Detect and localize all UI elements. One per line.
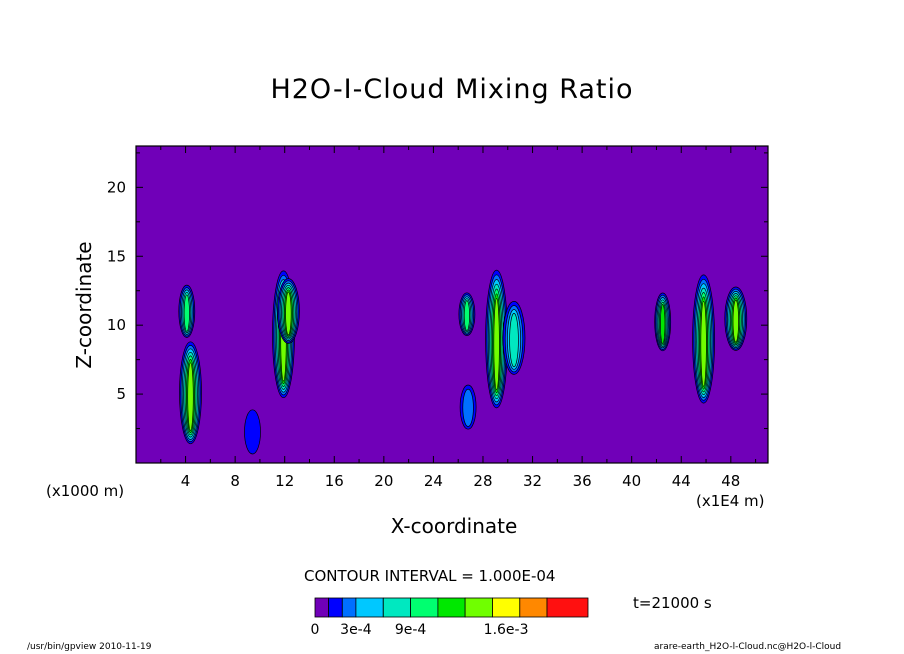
- contour-level-7: [732, 299, 739, 343]
- footer-source-file: arare-earth_H2O-l-Cloud.nc@H2O-l-Cloud: [654, 642, 842, 652]
- cloud-cell-5: [277, 278, 300, 344]
- x-axis-label-text: X-coordinate: [390, 514, 518, 538]
- colorbar-swatch: [328, 597, 343, 618]
- y-tick-label: 20: [107, 178, 126, 196]
- colorbar-label: 0: [311, 622, 320, 638]
- contour-level-5: [463, 300, 470, 331]
- contour-level-4: [509, 313, 519, 368]
- contour-interval-text: CONTOUR INTERVAL = 1.000E-04: [304, 567, 556, 585]
- contour-level-6: [660, 304, 666, 344]
- contour-level-7: [493, 298, 500, 391]
- colorbar-legend: 0 3e-4 9e-4 1.6e-3: [311, 597, 589, 638]
- cloud-cell-2: [179, 341, 202, 445]
- cloud-cell-10: [654, 292, 672, 352]
- colorbar-swatch: [355, 597, 384, 618]
- x-tick-label: 20: [374, 472, 393, 490]
- colorbar-label: 9e-4: [395, 622, 427, 638]
- cloud-cell-3: [244, 409, 261, 455]
- x-tick-label: 28: [473, 472, 492, 490]
- contour-level-5: [183, 294, 190, 332]
- x-tick-label: 48: [721, 472, 740, 490]
- colorbar-swatch: [382, 597, 411, 618]
- colorbar-swatch: [519, 597, 548, 618]
- cloud-cell-6: [459, 384, 477, 430]
- x-tick-label: 44: [672, 472, 691, 490]
- colorbar-swatch: [410, 597, 439, 618]
- y-tick-label: 10: [107, 316, 126, 334]
- chart-title: H2O-I-Cloud Mixing Ratio: [270, 74, 634, 105]
- cloud-cell-8: [485, 269, 508, 409]
- plot-background: [136, 146, 768, 463]
- x-tick-label: 40: [622, 472, 641, 490]
- x-axis-label: X-coordinate: [0, 514, 904, 538]
- x-tick-label: 24: [424, 472, 443, 490]
- colorbar-label: 3e-4: [340, 622, 372, 638]
- cloud-cell-7: [458, 292, 476, 336]
- plot-frame: [135, 145, 769, 464]
- cloud-cell-1: [178, 284, 196, 338]
- x-tick-label: 16: [325, 472, 344, 490]
- y-tick-label: 5: [116, 385, 126, 403]
- cloud-cell-11: [692, 274, 715, 404]
- contour-level-7: [187, 362, 194, 431]
- colorbar-swatch: [546, 597, 589, 618]
- colorbar-swatch: [314, 597, 330, 618]
- x-tick-label: 4: [181, 472, 191, 490]
- y-axis: 5 10 15 20: [107, 152, 768, 430]
- contour-level-7: [285, 291, 292, 336]
- x-tick-label: 12: [275, 472, 294, 490]
- cloud-cell-12: [724, 286, 748, 351]
- cloud-cell-9: [502, 301, 526, 375]
- x-axis: 4 8 12 16 20 24 28 32 36 40 44 48: [160, 146, 757, 490]
- x-tick-label: 8: [230, 472, 240, 490]
- colorbar-swatch: [341, 597, 357, 618]
- y-tick-label: 15: [107, 247, 126, 265]
- contour-level-1: [244, 409, 261, 455]
- colorbar-swatch: [492, 597, 521, 618]
- x-tick-label: 32: [523, 472, 542, 490]
- footer-program-date: /usr/bin/gpview 2010-11-19: [27, 642, 152, 652]
- x-tick-label: 36: [573, 472, 592, 490]
- time-stamp: t=21000 s: [633, 594, 712, 612]
- contour-level-2: [462, 388, 474, 427]
- colorbar-swatch: [437, 597, 466, 618]
- y-axis-unit: (x1000 m): [46, 482, 125, 500]
- contour-level-7: [700, 300, 707, 387]
- colorbar-swatch: [464, 597, 493, 618]
- x-axis-unit: (x1E4 m): [696, 492, 765, 510]
- cloud-cells: [178, 269, 748, 455]
- colorbar-label: 1.6e-3: [484, 622, 529, 638]
